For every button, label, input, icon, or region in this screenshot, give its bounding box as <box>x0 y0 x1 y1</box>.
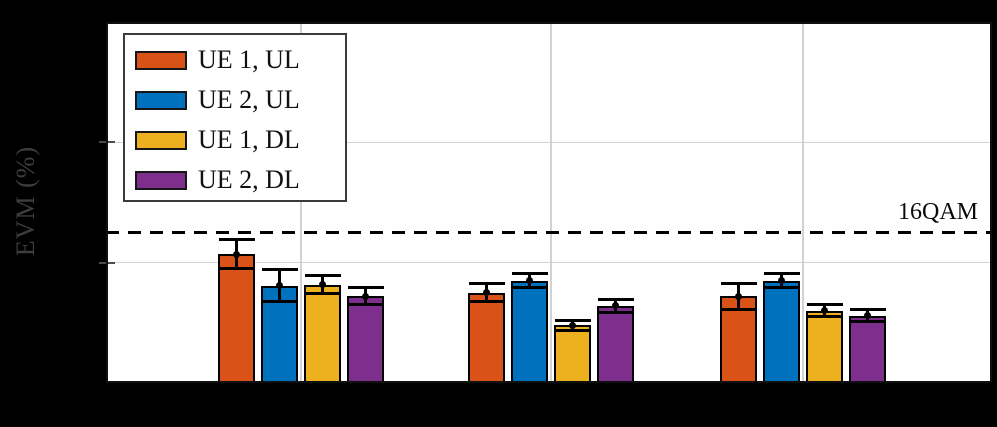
threshold-line <box>106 231 992 235</box>
gridline-horizontal <box>106 141 992 144</box>
mean-marker-dot <box>319 281 326 289</box>
legend-label: UE 2, UL <box>198 85 300 114</box>
error-bar-cap <box>597 311 634 315</box>
bar <box>218 254 255 383</box>
error-bar-cap <box>806 303 843 307</box>
legend-item-ue1-dl: UE 1, DL <box>135 120 345 160</box>
plot-area: 16QAM UE 1, UL UE 2, UL UE 1, DL UE 2, D… <box>99 22 992 383</box>
error-bar-cap <box>720 308 757 312</box>
legend-item-ue2-dl: UE 2, DL <box>135 160 345 200</box>
bar <box>763 280 800 383</box>
error-bar-cap <box>511 286 548 290</box>
bar <box>468 292 505 383</box>
bar <box>597 305 634 383</box>
error-bar-cap <box>304 274 341 278</box>
bar <box>511 280 548 383</box>
legend-label: UE 1, UL <box>198 45 300 74</box>
error-bar-cap <box>511 271 548 275</box>
legend-label: UE 1, DL <box>198 125 300 154</box>
mean-marker-dot <box>864 312 871 320</box>
bar <box>347 296 384 383</box>
error-bar-cap <box>304 292 341 296</box>
error-bar-cap <box>720 281 757 285</box>
error-bar-cap <box>218 267 255 271</box>
legend: UE 1, UL UE 2, UL UE 1, DL UE 2, DL <box>123 33 347 202</box>
legend-swatch-icon <box>135 130 187 150</box>
y-axis-label: EVM (%) <box>11 145 40 257</box>
error-bar-cap <box>554 328 591 332</box>
error-bar-cap <box>468 300 505 304</box>
error-bar-cap <box>218 238 255 242</box>
legend-swatch-icon <box>135 170 187 190</box>
y-tick-mark <box>99 261 115 264</box>
mean-marker-dot <box>778 277 785 285</box>
legend-label: UE 2, DL <box>198 165 300 194</box>
error-bar-cap <box>849 308 886 312</box>
legend-swatch-icon <box>135 50 187 70</box>
error-bar-cap <box>806 315 843 319</box>
error-bar-cap <box>468 282 505 286</box>
mean-marker-dot <box>569 321 576 329</box>
error-bar-cap <box>347 303 384 307</box>
bar <box>304 284 341 383</box>
error-bar-cap <box>261 300 298 304</box>
gridline-vertical <box>300 22 302 383</box>
mean-marker-dot <box>276 282 283 290</box>
error-bar-cap <box>261 267 298 271</box>
error-bar-cap <box>347 286 384 290</box>
error-bar-cap <box>849 320 886 324</box>
gridline-horizontal <box>106 261 992 264</box>
error-bar-cap <box>763 271 800 275</box>
error-bar-cap <box>763 286 800 290</box>
mean-marker-dot <box>483 289 490 297</box>
mean-marker-dot <box>612 302 619 310</box>
bar <box>849 315 886 383</box>
legend-swatch-icon <box>135 90 187 110</box>
gridline-vertical <box>550 22 552 383</box>
y-tick-mark <box>99 141 115 144</box>
bars-layer <box>106 22 992 383</box>
gridline-vertical <box>802 22 804 383</box>
mean-marker-dot <box>735 292 742 300</box>
mean-marker-dot <box>821 307 828 315</box>
mean-marker-dot <box>233 250 240 258</box>
legend-item-ue1-ul: UE 1, UL <box>135 40 345 80</box>
mean-marker-dot <box>526 277 533 285</box>
bar <box>554 325 591 383</box>
bar <box>806 310 843 383</box>
threshold-label: 16QAM <box>897 198 978 225</box>
legend-item-ue2-ul: UE 2, UL <box>135 80 345 120</box>
error-bar-cap <box>597 297 634 301</box>
mean-marker-dot <box>362 292 369 300</box>
error-bar-cap <box>554 318 591 322</box>
